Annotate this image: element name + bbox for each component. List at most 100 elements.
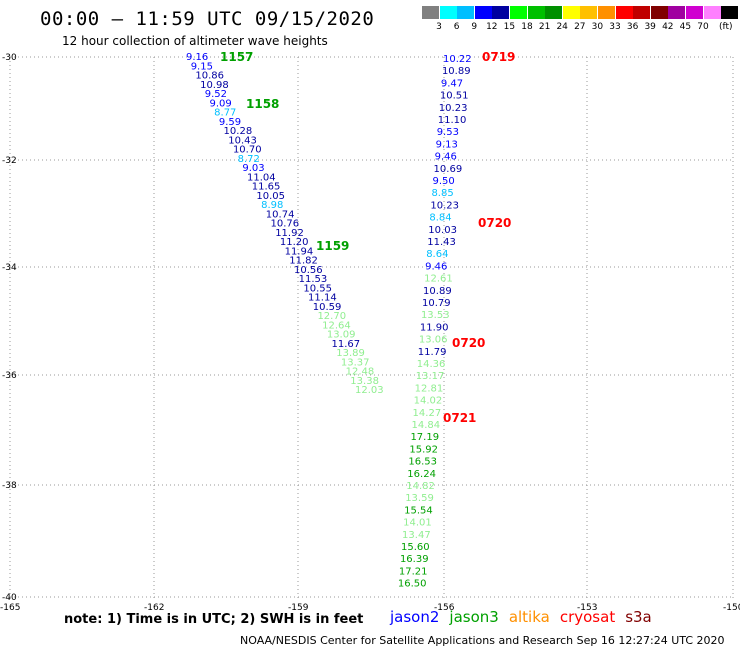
swh-value: 8.85 xyxy=(431,188,453,199)
swh-value: 13.09 xyxy=(327,330,356,341)
swh-value: 13.59 xyxy=(405,493,434,504)
left-satellite-track: 9.169.1510.8610.989.529.098.779.5910.281… xyxy=(186,52,384,396)
scale-swatch xyxy=(492,6,510,19)
legend-cryosat: cryosat xyxy=(559,608,616,626)
legend-s3a: s3a xyxy=(625,608,652,626)
scale-label: 39 xyxy=(644,22,656,32)
longitude-label: -156 xyxy=(434,603,455,613)
swh-value: 10.05 xyxy=(256,191,285,202)
swh-value: 15.92 xyxy=(409,444,438,455)
swh-value: 9.03 xyxy=(242,163,264,174)
scale-swatch xyxy=(633,6,651,19)
legend-altika: altika xyxy=(508,608,550,626)
scale-unit: (ft) xyxy=(719,22,733,32)
scale-label: 24 xyxy=(556,22,568,32)
swh-value: 14.84 xyxy=(412,420,441,431)
swh-value: 16.53 xyxy=(408,457,437,468)
swh-value: 9.46 xyxy=(435,152,457,163)
swh-value: 12.61 xyxy=(424,274,453,285)
scale-label: 3 xyxy=(436,22,442,32)
latitude-label: -36 xyxy=(2,371,17,381)
scale-swatch xyxy=(686,6,703,19)
scale-swatch xyxy=(545,6,563,19)
scale-label: 33 xyxy=(609,22,621,32)
swh-value: 11.10 xyxy=(438,115,467,126)
swh-value: 10.51 xyxy=(440,91,469,102)
swh-value: 9.09 xyxy=(209,98,231,109)
swh-value: 16.24 xyxy=(407,469,436,480)
scale-label: 21 xyxy=(538,22,551,32)
swh-value: 11.92 xyxy=(275,228,304,239)
swh-value: 11.53 xyxy=(299,274,328,285)
swh-value: 13.37 xyxy=(341,357,370,368)
swh-value: 14.02 xyxy=(414,396,443,407)
swh-value: 10.74 xyxy=(266,209,295,220)
swh-value: 16.39 xyxy=(400,554,429,565)
swh-value: 10.59 xyxy=(313,302,342,313)
pass-time-label: 1157 xyxy=(220,50,253,64)
swh-value: 10.76 xyxy=(271,219,300,230)
scale-swatch xyxy=(474,6,492,19)
swh-value: 11.14 xyxy=(308,293,337,304)
swh-value: 13.89 xyxy=(336,348,365,359)
scale-label: 6 xyxy=(453,22,460,32)
longitude-label: -159 xyxy=(288,603,309,613)
scale-swatch xyxy=(615,6,633,19)
scale-swatch xyxy=(510,6,527,19)
swh-value: 10.89 xyxy=(442,66,471,77)
right-satellite-track: 10.2210.899.4710.5110.2311.109.539.139.4… xyxy=(398,54,472,590)
pass-time-label: 1159 xyxy=(316,239,349,253)
swh-value: 11.65 xyxy=(252,182,281,193)
swh-value: 11.82 xyxy=(289,256,318,267)
latitude-label: -32 xyxy=(2,156,17,166)
scale-swatch xyxy=(457,6,475,19)
swh-value: 8.72 xyxy=(238,154,260,165)
scale-label: 12 xyxy=(486,22,498,32)
scale-label: 18 xyxy=(521,22,533,32)
pass-time-label: 1158 xyxy=(246,97,279,111)
swh-value: 11.04 xyxy=(247,172,276,183)
swh-value: 16.50 xyxy=(398,579,427,590)
scale-label: 36 xyxy=(626,22,639,32)
swh-value: 11.43 xyxy=(427,237,456,248)
scale-label: 45 xyxy=(679,22,692,32)
swh-value: 10.43 xyxy=(228,135,257,146)
swh-value: 14.36 xyxy=(417,359,446,370)
swh-value: 9.59 xyxy=(219,117,241,128)
swh-value: 8.64 xyxy=(426,249,448,260)
scale-swatch xyxy=(422,6,439,19)
units-note: note: 1) Time is in UTC; 2) SWH is in fe… xyxy=(64,612,364,627)
swh-value: 9.15 xyxy=(191,61,213,72)
swh-value: 13.53 xyxy=(421,310,450,321)
swh-value: 10.28 xyxy=(224,126,253,137)
scale-swatch xyxy=(721,6,739,19)
swh-value: 11.79 xyxy=(418,347,447,358)
swh-value: 10.70 xyxy=(233,145,262,156)
swh-value: 11.94 xyxy=(285,246,314,257)
scale-swatch xyxy=(527,6,545,19)
map-subtitle: 12 hour collection of altimeter wave hei… xyxy=(62,34,328,48)
swh-value: 15.60 xyxy=(401,542,430,553)
swh-value: 12.03 xyxy=(355,385,384,396)
pass-time-label: 0720 xyxy=(452,336,485,350)
swh-value: 9.50 xyxy=(433,176,455,187)
swh-value: 17.21 xyxy=(399,566,428,577)
scale-swatch xyxy=(703,6,721,19)
swh-value: 13.38 xyxy=(350,376,379,387)
swh-value: 8.84 xyxy=(429,213,451,224)
swh-value: 15.54 xyxy=(404,505,433,516)
latitude-label: -40 xyxy=(2,593,17,603)
swh-value: 9.53 xyxy=(437,127,459,138)
pass-time-labels: 0719 0720 0720 0721 1157 1158 1159 xyxy=(220,50,515,425)
swh-value: 12.64 xyxy=(322,320,351,331)
scale-label: 27 xyxy=(574,22,586,32)
swh-value: 10.98 xyxy=(200,80,229,91)
swh-value: 10.89 xyxy=(423,286,452,297)
map-title: 00:00 – 11:59 UTC 09/15/2020 xyxy=(40,8,375,30)
swh-value: 11.67 xyxy=(332,339,361,350)
longitude-label: -153 xyxy=(577,603,597,613)
swh-value: 10.69 xyxy=(434,164,463,175)
longitude-label: -165 xyxy=(0,603,20,613)
scale-label: 15 xyxy=(503,22,516,32)
scale-label: 9 xyxy=(471,22,478,32)
